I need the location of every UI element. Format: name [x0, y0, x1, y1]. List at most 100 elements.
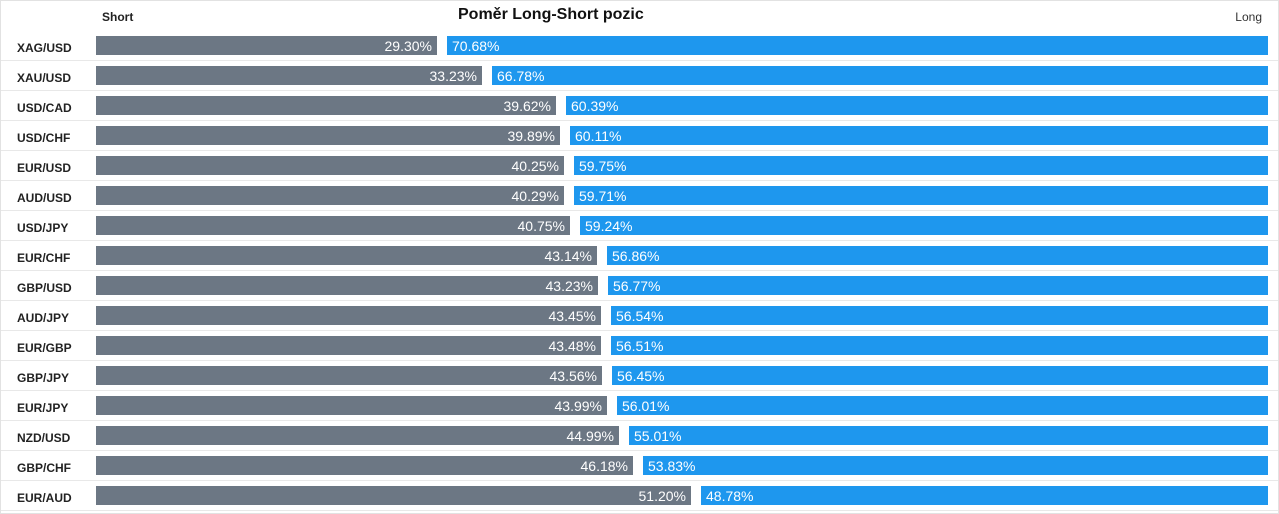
row-divider: [1, 450, 1278, 451]
pair-label: GBP/JPY: [17, 371, 70, 385]
long-value-label: 59.75%: [579, 158, 627, 174]
short-bar: [96, 486, 691, 505]
long-bar: [608, 276, 1268, 295]
row-divider: [1, 90, 1278, 91]
short-value-label: 40.75%: [517, 218, 565, 234]
long-value-label: 70.68%: [452, 38, 500, 54]
short-value-label: 43.14%: [544, 248, 592, 264]
ratio-row: GBP/JPY 43.56% 56.45%: [1, 361, 1279, 391]
long-value-label: 56.86%: [612, 248, 660, 264]
row-divider: [1, 360, 1278, 361]
long-value-label: 56.51%: [616, 338, 664, 354]
pair-label: USD/JPY: [17, 221, 69, 235]
row-divider: [1, 420, 1278, 421]
long-value-label: 59.71%: [579, 188, 627, 204]
short-value-label: 46.18%: [580, 458, 628, 474]
row-divider: [1, 270, 1278, 271]
long-bar: [447, 36, 1268, 55]
pair-label: AUD/JPY: [17, 311, 70, 325]
pair-label: USD/CHF: [17, 131, 71, 145]
short-bar: [96, 246, 597, 265]
short-value-label: 39.89%: [507, 128, 555, 144]
ratio-row: EUR/GBP 43.48% 56.51%: [1, 331, 1279, 361]
long-value-label: 48.78%: [706, 488, 754, 504]
long-value-label: 56.01%: [622, 398, 670, 414]
short-value-label: 39.62%: [503, 98, 551, 114]
pair-label: NZD/USD: [17, 431, 71, 445]
long-value-label: 56.45%: [617, 368, 665, 384]
ratio-row: NZD/USD 44.99% 55.01%: [1, 421, 1279, 451]
pair-label: EUR/GBP: [17, 341, 72, 355]
short-value-label: 43.23%: [545, 278, 593, 294]
long-bar: [611, 336, 1268, 355]
long-bar: [617, 396, 1268, 415]
row-divider: [1, 150, 1278, 151]
short-bar: [96, 366, 602, 385]
long-value-label: 59.24%: [585, 218, 633, 234]
long-value-label: 53.83%: [648, 458, 696, 474]
pair-label: GBP/CHF: [17, 461, 71, 475]
ratio-row: USD/CHF 39.89% 60.11%: [1, 121, 1279, 151]
short-value-label: 43.48%: [548, 338, 596, 354]
row-divider: [1, 120, 1278, 121]
ratio-row: EUR/CHF 43.14% 56.86%: [1, 241, 1279, 271]
row-divider: [1, 330, 1278, 331]
ratio-row: USD/JPY 40.75% 59.24%: [1, 211, 1279, 241]
long-bar: [629, 426, 1268, 445]
row-divider: [1, 240, 1278, 241]
short-bar: [96, 336, 601, 355]
long-axis-label: Long: [1235, 10, 1262, 24]
long-value-label: 56.54%: [616, 308, 664, 324]
long-value-label: 60.11%: [575, 128, 622, 144]
row-divider: [1, 300, 1278, 301]
long-bar: [574, 186, 1268, 205]
short-value-label: 51.20%: [638, 488, 686, 504]
row-divider: [1, 390, 1278, 391]
ratio-row: EUR/AUD 51.20% 48.78%: [1, 481, 1279, 511]
short-bar: [96, 156, 564, 175]
short-value-label: 33.23%: [429, 68, 477, 84]
long-bar: [580, 216, 1268, 235]
short-bar: [96, 96, 556, 115]
chart-title: Poměr Long-Short pozic: [458, 6, 644, 23]
short-value-label: 43.45%: [548, 308, 596, 324]
long-value-label: 66.78%: [497, 68, 545, 84]
long-value-label: 56.77%: [613, 278, 661, 294]
pair-label: AUD/USD: [17, 191, 72, 205]
pair-label: USD/CAD: [17, 101, 72, 115]
ratio-row: EUR/JPY 43.99% 56.01%: [1, 391, 1279, 421]
row-divider: [1, 210, 1278, 211]
short-bar: [96, 36, 437, 55]
long-bar: [492, 66, 1268, 85]
short-value-label: 43.56%: [549, 368, 597, 384]
ratio-row: EUR/USD 40.25% 59.75%: [1, 151, 1279, 181]
short-bar: [96, 216, 570, 235]
ratio-row: XAU/USD 33.23% 66.78%: [1, 61, 1279, 91]
row-divider: [1, 510, 1278, 511]
ratio-row: AUD/JPY 43.45% 56.54%: [1, 301, 1279, 331]
short-value-label: 43.99%: [554, 398, 602, 414]
long-bar: [607, 246, 1268, 265]
short-value-label: 40.25%: [511, 158, 559, 174]
pair-label: EUR/JPY: [17, 401, 69, 415]
long-value-label: 60.39%: [571, 98, 619, 114]
ratio-row: AUD/USD 40.29% 59.71%: [1, 181, 1279, 211]
row-divider: [1, 60, 1278, 61]
short-bar: [96, 66, 482, 85]
pair-label: EUR/AUD: [17, 491, 72, 505]
ratio-row: XAG/USD 29.30% 70.68%: [1, 31, 1279, 61]
long-bar: [643, 456, 1268, 475]
long-value-label: 55.01%: [634, 428, 682, 444]
short-value-label: 40.29%: [511, 188, 559, 204]
short-axis-label: Short: [102, 10, 134, 24]
pair-label: EUR/USD: [17, 161, 72, 175]
pair-label: XAG/USD: [17, 41, 72, 55]
pair-label: GBP/USD: [17, 281, 72, 295]
long-bar: [611, 306, 1268, 325]
short-bar: [96, 306, 601, 325]
row-divider: [1, 480, 1278, 481]
ratio-row: GBP/USD 43.23% 56.77%: [1, 271, 1279, 301]
long-bar: [566, 96, 1268, 115]
long-bar: [570, 126, 1268, 145]
